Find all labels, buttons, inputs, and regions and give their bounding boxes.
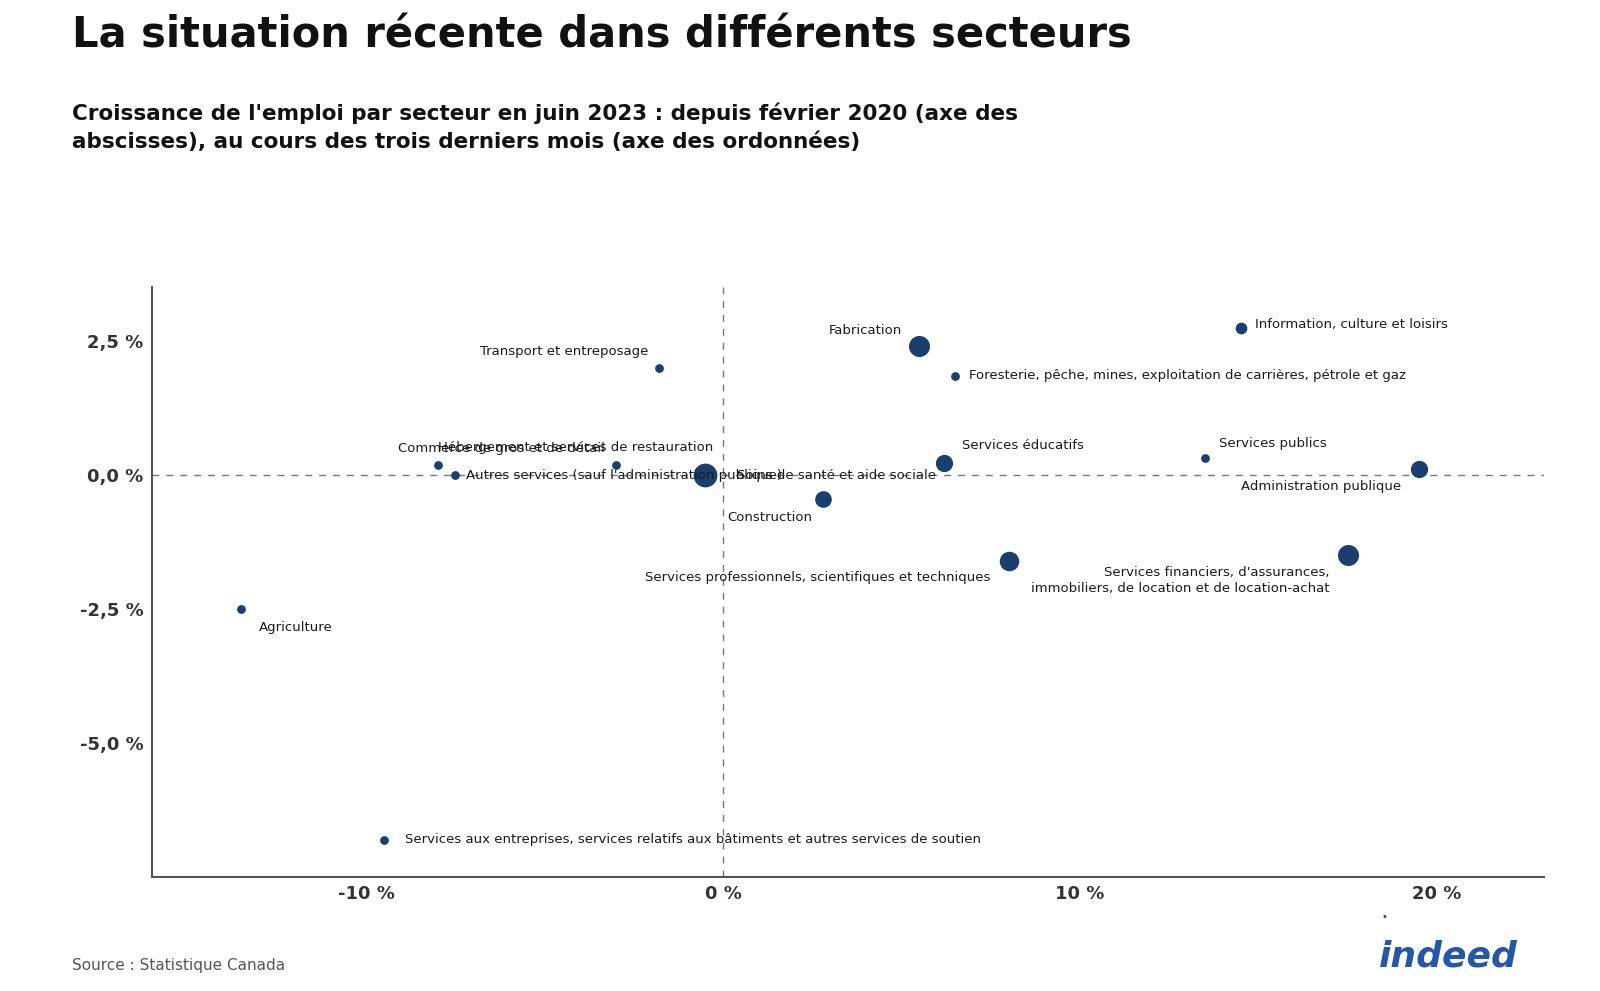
Point: [603, 458, 629, 474]
Point: [810, 492, 835, 507]
Text: Hébergement et services de restauration: Hébergement et services de restauration: [437, 441, 712, 454]
Point: [907, 338, 933, 354]
Point: [931, 455, 957, 471]
Text: Agriculture: Agriculture: [259, 620, 333, 634]
Text: Croissance de l'emploi par secteur en juin 2023 : depuis février 2020 (axe des
a: Croissance de l'emploi par secteur en ju…: [72, 102, 1018, 153]
Text: Commerce de gros et de détail: Commerce de gros et de détail: [398, 442, 605, 455]
Point: [1192, 450, 1218, 466]
Text: Foresterie, pêche, mines, exploitation de carrières, pétrole et gaz: Foresterie, pêche, mines, exploitation d…: [970, 370, 1406, 383]
Text: Construction: Construction: [728, 511, 813, 524]
Point: [1406, 461, 1432, 477]
Point: [646, 360, 672, 376]
Text: Fabrication: Fabrication: [829, 324, 901, 337]
Point: [229, 602, 254, 617]
Point: [1227, 320, 1253, 336]
Text: ·: ·: [1381, 906, 1389, 930]
Text: Services financiers, d'assurances,
immobiliers, de location et de location-achat: Services financiers, d'assurances, immob…: [1032, 566, 1330, 596]
Point: [693, 467, 718, 483]
Text: Information, culture et loisirs: Information, culture et loisirs: [1254, 318, 1448, 331]
Text: Source : Statistique Canada: Source : Statistique Canada: [72, 958, 285, 973]
Text: indeed: indeed: [1379, 939, 1518, 973]
Text: Autres services (sauf l'administration publique): Autres services (sauf l'administration p…: [466, 469, 782, 482]
Point: [424, 458, 450, 474]
Point: [371, 831, 397, 847]
Text: Soins de santé et aide sociale: Soins de santé et aide sociale: [738, 469, 936, 482]
Point: [942, 368, 968, 384]
Text: Administration publique: Administration publique: [1242, 481, 1402, 494]
Point: [995, 553, 1021, 569]
Point: [1334, 547, 1360, 563]
Text: Services professionnels, scientifiques et techniques: Services professionnels, scientifiques e…: [645, 572, 990, 585]
Text: Services publics: Services publics: [1219, 437, 1326, 450]
Text: Transport et entreposage: Transport et entreposage: [480, 345, 648, 358]
Text: Services éducatifs: Services éducatifs: [962, 439, 1085, 453]
Point: [443, 467, 469, 483]
Text: Services aux entreprises, services relatifs aux bâtiments et autres services de : Services aux entreprises, services relat…: [405, 833, 981, 846]
Text: La situation récente dans différents secteurs: La situation récente dans différents sec…: [72, 15, 1131, 56]
